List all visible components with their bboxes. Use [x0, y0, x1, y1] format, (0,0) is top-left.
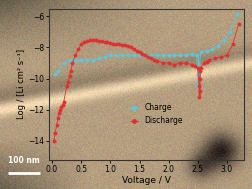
Legend: Charge, Discharge: Charge, Discharge [127, 100, 186, 128]
Y-axis label: Log / [Li cm² s⁻¹]: Log / [Li cm² s⁻¹] [17, 49, 26, 119]
X-axis label: Voltage / V: Voltage / V [122, 176, 171, 185]
Text: 100 nm: 100 nm [8, 156, 40, 165]
